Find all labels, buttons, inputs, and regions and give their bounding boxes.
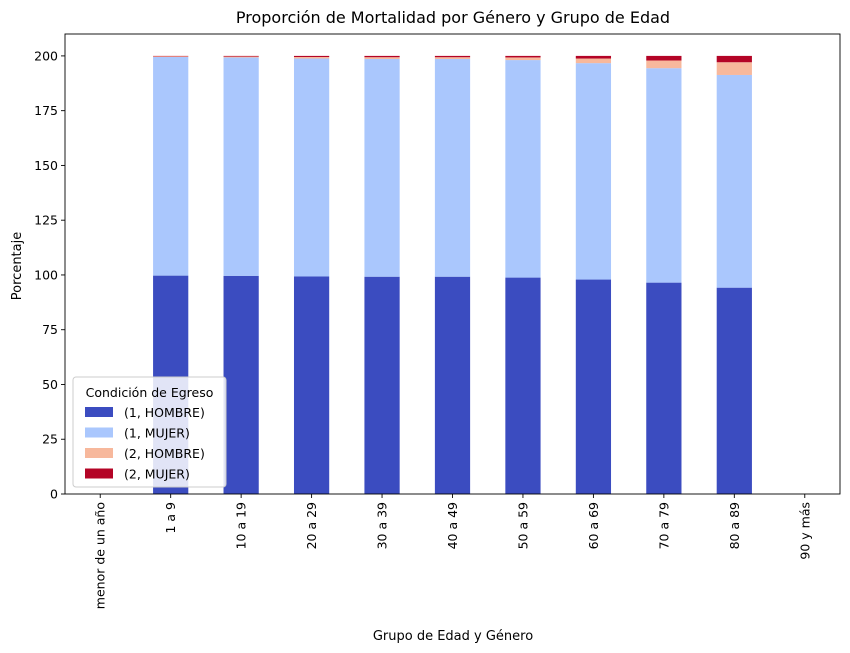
legend: Condición de Egreso (1, HOMBRE) (1, MUJER)… [72, 376, 227, 488]
y-axis-label: Porcentaje [10, 232, 25, 300]
bar-segment [364, 55, 400, 58]
bar-segment [716, 74, 752, 288]
bar-segment [646, 282, 682, 494]
bar-segment [646, 55, 682, 61]
y-tick-label: 0 [50, 487, 58, 502]
x-tick-label: menor de un año [93, 502, 108, 609]
plot-frame [64, 33, 841, 495]
y-tick-label: 100 [34, 267, 58, 282]
bar-segment [505, 277, 541, 494]
x-tick-label: 80 a 89 [727, 502, 742, 549]
y-tick-label: 200 [34, 48, 58, 63]
bar-segment [434, 55, 471, 58]
x-axis-label: Grupo de Edad y Género [373, 629, 533, 644]
y-tick-label: 175 [34, 103, 58, 118]
bar-segment [716, 55, 752, 63]
bar-segment [505, 60, 541, 278]
bar-segment [153, 56, 189, 57]
bar-segment [434, 58, 471, 277]
bar-segment [223, 56, 259, 58]
x-tick-label: 1 a 9 [163, 502, 178, 534]
legend-title: Condición de Egreso [86, 385, 214, 400]
bar-segment [505, 57, 541, 61]
bar-segment [364, 57, 400, 59]
legend-swatch [85, 448, 113, 458]
x-tick-label: 90 y más [797, 502, 812, 560]
bar-segment [223, 275, 259, 494]
bar-segment [293, 55, 330, 57]
bar-segment [153, 57, 189, 276]
x-tick-label: 50 a 59 [515, 502, 530, 549]
bar-segment [575, 279, 612, 494]
bar-segment [364, 276, 400, 494]
legend-entry: (1, HOMBRE) [124, 405, 205, 420]
y-tick-label: 75 [42, 322, 58, 337]
bar-segment [223, 55, 259, 57]
bar-segment [223, 57, 259, 276]
x-tick-label: 10 a 19 [234, 502, 249, 549]
y-tick-label: 125 [34, 213, 58, 228]
bar-segment [434, 57, 471, 59]
bar-segment [716, 287, 752, 494]
x-tick-label: 30 a 39 [375, 502, 390, 549]
bar-segment [293, 57, 330, 59]
bar-segment [646, 68, 682, 283]
y-tick-label: 25 [42, 432, 58, 447]
y-tick-label: 150 [34, 158, 58, 173]
bar-segment [575, 63, 612, 280]
bar-segment [293, 276, 330, 494]
legend-box [72, 376, 227, 488]
legend-swatch [85, 427, 113, 438]
bar-segment [575, 58, 612, 64]
legend-entry: (2, HOMBRE) [124, 446, 205, 461]
legend-entry: (2, MUJER) [124, 467, 190, 482]
bar-segment [505, 55, 541, 58]
x-tick-label: 40 a 49 [445, 502, 460, 549]
plot-area: menor de un año 1 a 9 10 a 19 20 a 29 30 a 3… [34, 33, 841, 609]
bar-segment [434, 276, 471, 494]
x-tick-label: 70 a 79 [656, 502, 671, 549]
y-tick-label: 50 [42, 377, 58, 392]
legend-swatch [85, 468, 113, 479]
x-tick-label: 60 a 69 [586, 502, 601, 549]
bar-segment [293, 58, 330, 277]
legend-entry: (1, MUJER) [124, 426, 190, 441]
bar-segment [646, 60, 682, 69]
bar-segment [364, 58, 400, 277]
bar-segment [716, 62, 752, 75]
chart-title: Proporción de Mortalidad por Género y Gr… [236, 8, 670, 27]
bar-segment [575, 55, 612, 59]
x-tick-label: 20 a 29 [304, 502, 319, 549]
legend-swatch [85, 407, 113, 417]
